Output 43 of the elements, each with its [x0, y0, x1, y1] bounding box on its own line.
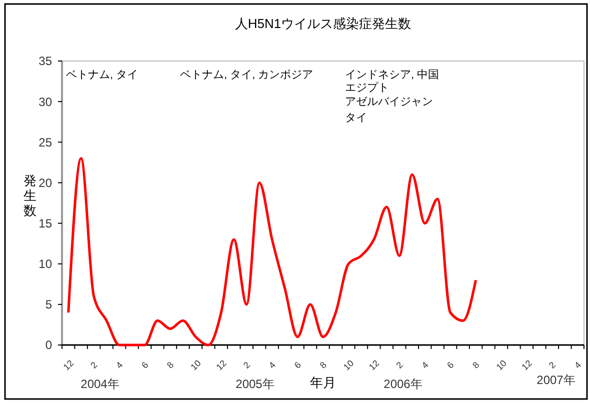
annotation: ベトナム, タイ	[66, 69, 138, 81]
annotation: アゼルバイジャン	[345, 96, 433, 108]
x-tick-label: 2	[394, 360, 405, 370]
annotation: エジプト	[345, 81, 389, 94]
annotation: タイ	[345, 112, 367, 124]
annotation: ベトナム, タイ, カンボジア	[180, 69, 314, 81]
y-tick-label: 35	[38, 54, 52, 68]
text: 2005年	[236, 377, 274, 391]
text: 2006年	[384, 377, 422, 391]
x-tick-label: 2	[546, 360, 558, 370]
x-tick-label: 8	[165, 360, 176, 370]
y-tick-label: 0	[45, 338, 52, 352]
x-tick-label: 10	[494, 358, 508, 372]
y-tick-label: 10	[38, 257, 52, 272]
x-tick-label: 6	[445, 360, 456, 370]
x-tick-label: 4	[420, 360, 430, 370]
x-tick-label: 4	[114, 360, 125, 370]
text: 2007年	[536, 373, 576, 387]
line-series	[67, 157, 478, 346]
x-tick-label: 4	[266, 360, 278, 370]
x-tick-label: 2	[88, 360, 100, 370]
x-tick-label: 8	[318, 360, 328, 370]
x-tick-label: 12	[214, 358, 228, 372]
y-tick-label: 15	[38, 216, 52, 230]
x-tick-label: 10	[188, 358, 203, 372]
x-axis-title: 年月	[310, 375, 336, 390]
x-tick-label: 6	[292, 360, 303, 370]
x-tick-label: 12	[366, 358, 382, 372]
annotation: インドネシア, 中国	[345, 68, 440, 81]
y-tick-label: 20	[38, 176, 52, 190]
x-tick-label: 4	[572, 360, 584, 370]
x-tick-label: 8	[470, 360, 482, 370]
x-tick-label: 12	[61, 358, 76, 372]
x-tick-label: 12	[520, 358, 534, 372]
x-tick-label: 10	[341, 358, 356, 372]
x-tick-label: 6	[140, 360, 150, 370]
y-tick-label: 25	[38, 135, 52, 150]
chart-title: 人H5N1ウイルス感染症発生数	[234, 16, 412, 31]
x-tick-label: 2	[241, 360, 252, 370]
y-axis-title: 発生数	[24, 173, 36, 218]
text: 2004年	[80, 377, 120, 391]
y-tick-label: 30	[38, 94, 52, 109]
y-tick-label: 5	[45, 298, 52, 312]
